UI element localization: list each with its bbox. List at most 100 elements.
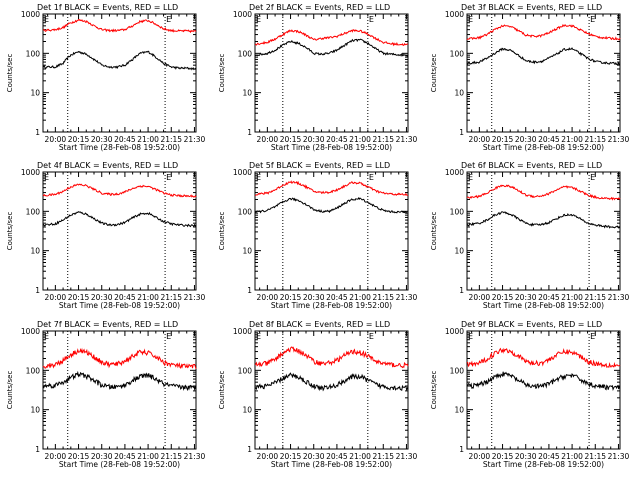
series-events-line [466,371,621,391]
y-tick-label: 1 [247,128,252,137]
y-tick-label: 1 [35,286,40,295]
panel-title: Det 2f BLACK = Events, RED = LLD [249,3,390,12]
y-axis-title: Counts/sec [430,212,438,251]
x-tick-label: 20:45 [538,293,560,302]
y-tick-label: 10 [454,247,464,256]
flag-marker: E [256,173,261,182]
series-lld-line [466,184,621,201]
panel-title: Det 1f BLACK = Events, RED = LLD [37,3,178,12]
y-tick-label: 1 [459,286,464,295]
y-tick-label: 1 [459,445,464,454]
y-tick-label: 100 [238,207,253,216]
x-tick-label: 20:00 [45,452,67,461]
x-tick-label: 21:30 [608,135,630,144]
series-events-line [42,211,197,228]
y-tick-label: 1 [247,286,252,295]
series-events-line [466,211,621,229]
y-axis-title: Counts/sec [218,371,226,410]
series-events-line [42,370,197,392]
x-tick-label: 21:30 [396,452,418,461]
series-events-line [254,38,409,57]
series-lld-line [254,346,409,369]
x-tick-label: 20:30 [91,135,113,144]
y-tick-label: 10 [454,406,464,415]
plot-frame [466,171,621,291]
x-tick-label: 21:00 [561,293,583,302]
y-axis-title: Counts/sec [430,371,438,410]
plot-frame [42,171,197,291]
y-tick-label: 1000 [21,327,40,336]
x-axis-title: Start Time (28-Feb-08 19:52:00) [271,460,392,469]
flag-marker: E [590,332,595,341]
panel-title: Det 5f BLACK = Events, RED = LLD [249,161,390,170]
series-events-line [42,50,197,71]
x-tick-label: 21:30 [396,293,418,302]
series-lld-line [42,183,197,198]
y-tick-label: 100 [450,207,465,216]
x-axis-title: Start Time (28-Feb-08 19:52:00) [483,460,604,469]
series-events-line [466,47,621,66]
y-axis-title: Counts/sec [218,54,226,93]
x-tick-label: 21:30 [184,293,206,302]
y-tick-label: 1000 [445,10,464,19]
flag-marker: E [468,173,473,182]
y-tick-label: 10 [242,406,252,415]
flag-marker: E [590,173,595,182]
x-axis-title: Start Time (28-Feb-08 19:52:00) [59,301,180,310]
plot-frame [42,13,197,133]
flag-marker: E [166,332,171,341]
y-tick-label: 1 [35,445,40,454]
x-tick-label: 21:00 [561,452,583,461]
y-tick-label: 100 [26,49,41,58]
x-tick-label: 20:45 [326,293,348,302]
series-lld-line [42,18,197,34]
x-axis-title: Start Time (28-Feb-08 19:52:00) [271,301,392,310]
flag-marker: E [44,332,49,341]
y-tick-label: 1000 [21,10,40,19]
x-tick-label: 20:15 [492,452,514,461]
x-tick-label: 20:45 [538,135,560,144]
flag-marker: E [468,15,473,24]
x-tick-label: 21:15 [372,135,394,144]
x-tick-label: 20:00 [469,293,491,302]
flag-marker: E [44,173,49,182]
panel-3: Det 3f BLACK = Events, RED = LLD 1 10 100 10… [430,3,629,152]
panel-7: Det 7f BLACK = Events, RED = LLD 1 10 100 10… [6,320,205,469]
y-tick-label: 1000 [21,168,40,177]
x-tick-label: 21:15 [372,293,394,302]
series-events-line [254,197,409,214]
x-tick-label: 21:15 [584,135,606,144]
x-tick-label: 20:15 [68,293,90,302]
panel-title: Det 4f BLACK = Events, RED = LLD [37,161,178,170]
y-axis-title: Counts/sec [6,371,14,410]
plot-frame [466,330,621,450]
flag-marker: E [166,15,171,24]
x-tick-label: 20:30 [515,293,537,302]
x-tick-label: 20:15 [280,135,302,144]
panel-title: Det 7f BLACK = Events, RED = LLD [37,320,178,329]
x-tick-label: 20:15 [68,135,90,144]
x-tick-label: 20:00 [257,135,279,144]
y-tick-label: 10 [30,89,40,98]
plot-frame [254,330,409,450]
x-tick-label: 20:30 [91,293,113,302]
x-tick-label: 20:00 [257,452,279,461]
panel-title: Det 6f BLACK = Events, RED = LLD [461,161,602,170]
y-tick-label: 1 [247,445,252,454]
flag-marker: E [369,15,374,24]
panel-5: Det 5f BLACK = Events, RED = LLD 1 10 100 10… [218,161,417,310]
series-lld-line [254,180,409,197]
y-tick-label: 10 [242,89,252,98]
x-tick-label: 20:00 [45,293,67,302]
flag-marker: E [256,15,261,24]
y-tick-label: 100 [238,49,253,58]
x-tick-label: 20:00 [469,452,491,461]
x-tick-label: 21:30 [396,135,418,144]
y-axis-title: Counts/sec [218,212,226,251]
flag-marker: E [256,332,261,341]
series-events-line [254,372,409,392]
x-tick-label: 20:45 [326,135,348,144]
panel-8: Det 8f BLACK = Events, RED = LLD 1 10 100 10… [218,320,417,469]
x-tick-label: 21:15 [584,452,606,461]
